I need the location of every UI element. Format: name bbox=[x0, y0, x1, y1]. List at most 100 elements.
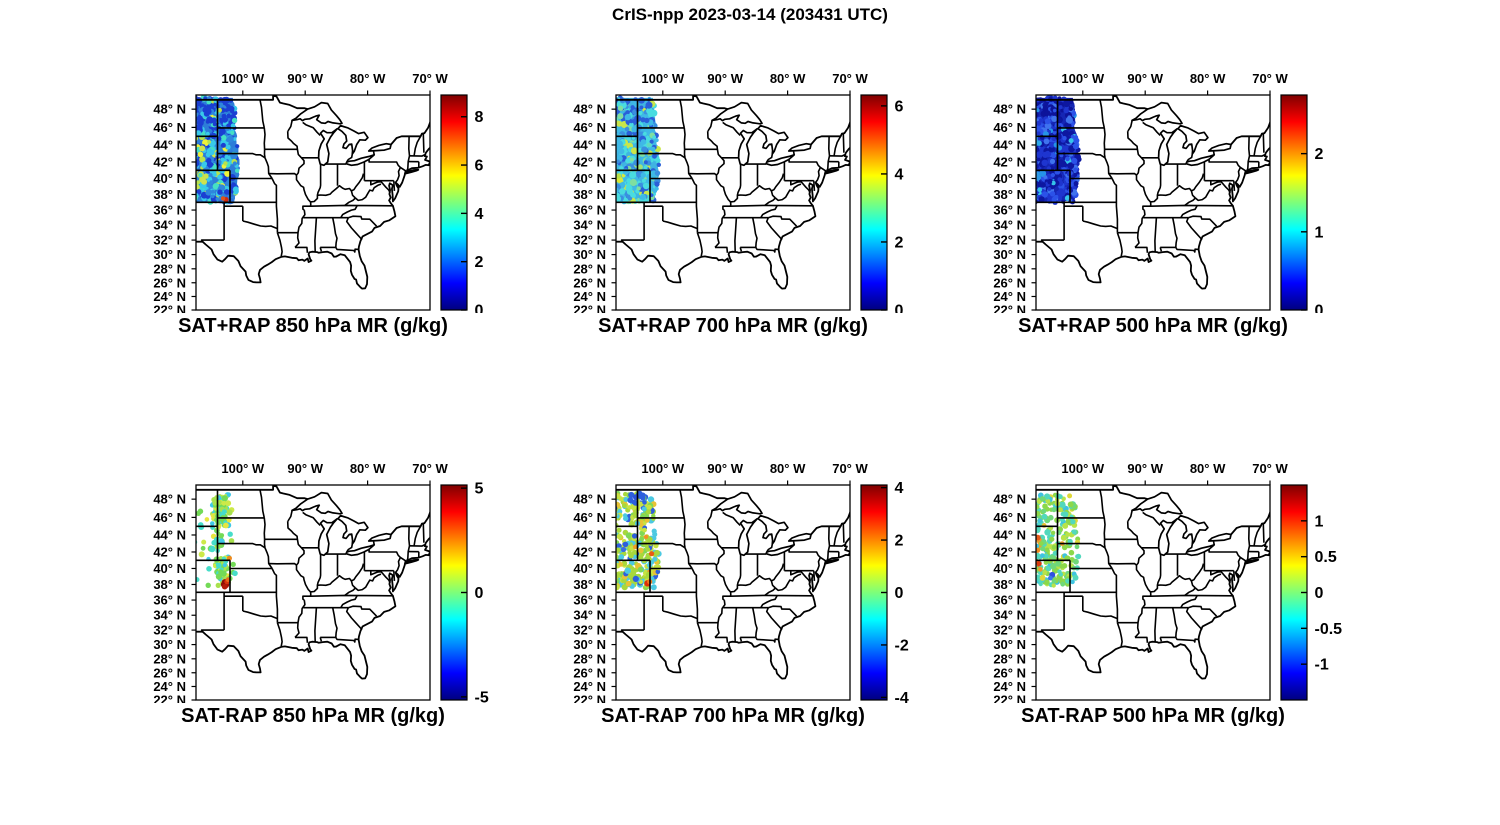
swath-dot bbox=[226, 179, 232, 186]
lat-tick-label: 24° N bbox=[153, 679, 186, 694]
swath-dot bbox=[623, 497, 629, 502]
swath-dot bbox=[618, 554, 625, 560]
lat-tick-label: 30° N bbox=[993, 637, 1026, 652]
swath-dot bbox=[1052, 108, 1057, 113]
swath-dot bbox=[610, 148, 615, 153]
colorbar-tick-label: 1 bbox=[1315, 224, 1324, 241]
lat-tick-label: 46° N bbox=[153, 510, 186, 525]
swath-dot bbox=[638, 501, 644, 507]
lat-tick-label: 44° N bbox=[573, 527, 606, 542]
colorbar-frame bbox=[860, 484, 888, 701]
swath-dot bbox=[620, 546, 627, 553]
lat-tick-label: 32° N bbox=[993, 623, 1026, 638]
lat-tick-label: 46° N bbox=[573, 510, 606, 525]
swath-dot bbox=[189, 118, 196, 125]
swath-dot bbox=[609, 502, 614, 507]
swath-dot bbox=[1065, 519, 1072, 525]
swath-dot bbox=[1036, 543, 1040, 549]
panel-sat-minus-rap-500: 100° W 90° W 80° W 70° W 48° N 46° N 44° N 42° … bbox=[961, 445, 1361, 745]
lat-tick-label: 42° N bbox=[573, 154, 606, 169]
swath-dot bbox=[1050, 530, 1056, 535]
colorbar-tick-label: 5 bbox=[475, 481, 484, 498]
swath-dot bbox=[632, 575, 639, 582]
swath-dot bbox=[1065, 532, 1070, 537]
colorbar-tick-label: 4 bbox=[895, 480, 904, 497]
swath-dot bbox=[1050, 562, 1057, 570]
lat-tick-label: 34° N bbox=[153, 218, 186, 233]
swath-dot bbox=[1029, 554, 1034, 559]
swath-dot bbox=[621, 584, 628, 591]
swath-dot bbox=[218, 569, 224, 575]
colorbar-tick-label: -4 bbox=[895, 690, 909, 703]
lat-tick-label: 32° N bbox=[993, 233, 1026, 248]
swath-dot bbox=[1030, 150, 1035, 155]
swath-dot bbox=[1038, 566, 1043, 572]
swath-dot bbox=[1068, 138, 1074, 144]
panel-axes: 100° W 90° W 80° W 70° W 48° N 46° N 44° N 42° … bbox=[993, 71, 1323, 313]
colorbar: -1 -0.5 0 0.5 1 bbox=[1280, 484, 1342, 701]
swath-dot bbox=[638, 554, 644, 560]
lat-tick-label: 44° N bbox=[573, 137, 606, 152]
lon-tick-label: 90° W bbox=[287, 461, 323, 476]
swath-dot bbox=[198, 551, 205, 558]
swath-dot bbox=[1029, 499, 1034, 504]
lat-tick-label: 34° N bbox=[993, 608, 1026, 623]
swath-dot bbox=[655, 564, 662, 571]
swath-dot bbox=[616, 578, 620, 584]
colorbar-tick-label: -1 bbox=[1315, 657, 1329, 674]
swath-dot bbox=[191, 180, 195, 184]
swath-dot bbox=[609, 573, 615, 579]
swath-dot bbox=[1031, 135, 1035, 139]
swath-dot bbox=[1060, 534, 1067, 541]
lon-tick-label: 80° W bbox=[770, 71, 806, 86]
lat-tick-label: 48° N bbox=[993, 102, 1026, 117]
swath-dot bbox=[1031, 131, 1036, 136]
swath-dot bbox=[610, 507, 615, 512]
swath-dot bbox=[1044, 110, 1051, 116]
swath-dot bbox=[217, 107, 222, 113]
lat-tick-label: 24° N bbox=[993, 679, 1026, 694]
colorbar-frame bbox=[1280, 94, 1308, 311]
swath-dot bbox=[649, 551, 655, 557]
lat-tick-label: 48° N bbox=[993, 492, 1026, 507]
lat-tick-label: 48° N bbox=[573, 492, 606, 507]
swath-dot bbox=[191, 200, 195, 204]
lat-tick-label: 36° N bbox=[573, 593, 606, 608]
lat-tick-label: 26° N bbox=[573, 275, 606, 290]
panel-sat-plus-rap-850: 100° W 90° W 80° W 70° W 48° N 46° N 44° N 42° … bbox=[121, 55, 521, 355]
swath-dot bbox=[1036, 180, 1039, 187]
lat-tick-label: 38° N bbox=[993, 187, 1026, 202]
swath-dot bbox=[616, 195, 622, 203]
swath-dot bbox=[1051, 115, 1058, 122]
swath-dots bbox=[189, 95, 240, 205]
lat-tick-label: 22° N bbox=[573, 303, 606, 314]
swath-dot bbox=[625, 580, 632, 587]
swath-dot bbox=[625, 158, 631, 164]
swath-dot bbox=[1036, 510, 1041, 517]
swath-dot bbox=[1039, 575, 1046, 581]
swath-dot bbox=[1044, 493, 1051, 500]
lat-tick-label: 26° N bbox=[153, 275, 186, 290]
swath-dot bbox=[1074, 544, 1080, 550]
map-clip-group bbox=[609, 485, 850, 680]
colorbar: 0 2 4 6 8 bbox=[440, 94, 484, 313]
swath-dot bbox=[622, 541, 629, 548]
lat-tick-label: 38° N bbox=[573, 187, 606, 202]
lat-tick-label: 30° N bbox=[153, 247, 186, 262]
swath-dot bbox=[189, 145, 195, 151]
colorbar-tick-label: 0 bbox=[895, 585, 904, 602]
swath-dot bbox=[641, 178, 646, 183]
swath-dot bbox=[190, 559, 196, 565]
swath-dot bbox=[1058, 159, 1065, 166]
lon-tick-label: 100° W bbox=[221, 461, 265, 476]
lon-tick-label: 80° W bbox=[1190, 71, 1226, 86]
lat-tick-label: 28° N bbox=[993, 261, 1026, 276]
swath-dot bbox=[609, 119, 614, 124]
lat-tick-label: 38° N bbox=[153, 577, 186, 592]
swath-dot bbox=[1036, 120, 1042, 126]
lat-tick-label: 46° N bbox=[993, 510, 1026, 525]
lon-tick-label: 100° W bbox=[1061, 71, 1105, 86]
colorbar-frame bbox=[860, 94, 888, 311]
swath-dot bbox=[1059, 564, 1065, 569]
axes-frame bbox=[1035, 484, 1271, 701]
